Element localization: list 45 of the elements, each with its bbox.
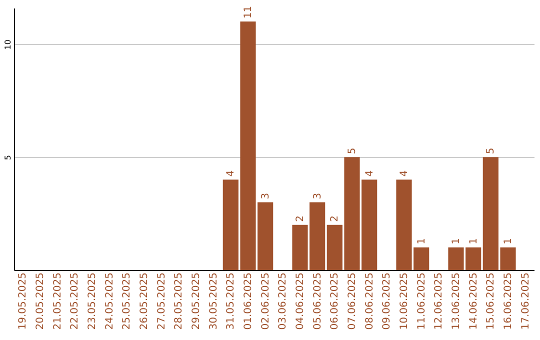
data-label: 4 [364,170,376,177]
data-label: 4 [399,170,410,177]
x-tick-label: 27.05.2025 [156,272,168,330]
x-tick-label: 25.05.2025 [122,272,133,330]
x-tick-label: 15.06.2025 [486,272,497,330]
x-tick-label: 30.05.2025 [208,272,220,330]
x-tick-label: 02.06.2025 [260,272,272,330]
x-tick-label: 29.05.2025 [191,272,202,330]
data-label: 5 [347,148,358,154]
x-tick-label: 05.06.2025 [312,272,324,330]
data-label: 11 [243,6,254,19]
x-tick-label: 11.06.2025 [416,272,428,330]
y-tick-label: 10 [4,40,12,50]
x-tick-label: 10.06.2025 [399,272,410,330]
x-tick-label: 09.06.2025 [382,272,393,330]
data-label: 3 [312,192,324,200]
data-label: 1 [416,238,428,244]
data-label: 4 [226,170,237,177]
data-label: 2 [330,215,341,222]
x-tick-label: 08.06.2025 [364,272,376,330]
x-tick-label: 04.06.2025 [295,272,306,330]
data-label: 2 [295,215,306,222]
x-tick-label: 16.06.2025 [503,272,514,330]
x-tick-label: 24.05.2025 [104,272,116,330]
x-tick-label: 17.06.2025 [520,272,532,330]
x-tick-label: 20.05.2025 [35,272,46,330]
data-label: 3 [260,192,272,200]
x-tick-label: 14.06.2025 [468,272,480,330]
x-tick-label: 13.06.2025 [451,272,462,330]
data-label: 1 [503,238,514,244]
x-tick-label: 31.05.2025 [226,272,237,330]
x-tick-label: 22.05.2025 [70,272,81,330]
x-tick-label: 21.05.2025 [52,272,64,330]
x-tick-label: 06.06.2025 [330,272,341,330]
x-tick-label: 19.05.2025 [18,272,29,330]
x-tick-label: 07.06.2025 [347,272,358,330]
x-tick-label: 26.05.2025 [139,272,150,330]
x-tick-label: 12.06.2025 [434,272,445,330]
x-tick-label: 23.05.2025 [87,272,98,330]
x-tick-label: 03.06.2025 [278,272,289,330]
data-label: 1 [451,238,462,244]
data-label: 1 [468,238,480,244]
x-tick-label: 28.05.2025 [174,272,185,330]
data-label: 5 [486,148,497,154]
x-tick-label: 01.06.2025 [243,272,254,330]
